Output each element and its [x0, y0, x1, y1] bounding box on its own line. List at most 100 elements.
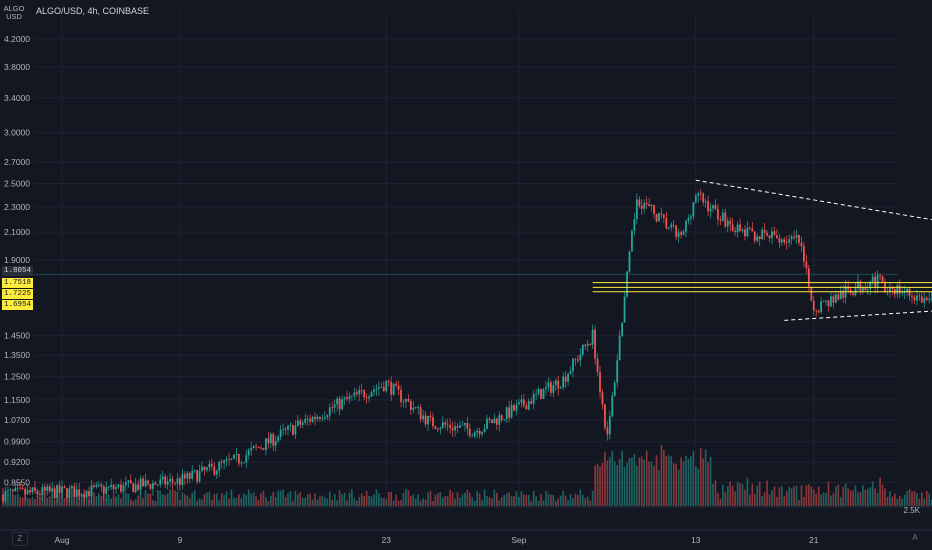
volume-bar [503, 494, 505, 506]
volume-bar [31, 496, 34, 506]
candle-body [112, 484, 115, 490]
volume-bar [820, 494, 822, 506]
volume-bar [56, 499, 58, 506]
volume-bar [34, 499, 36, 506]
y-tick-label: 1.9000 [4, 255, 30, 265]
candle-body [41, 487, 44, 496]
volume-bar [316, 499, 319, 506]
volume-bar [795, 485, 798, 506]
volume-bar [903, 495, 906, 506]
candle-body [14, 487, 17, 492]
candle-body [422, 415, 425, 420]
auto-scale-toggle[interactable]: A [912, 533, 918, 542]
candle-body [277, 436, 280, 442]
candle-body [852, 293, 854, 296]
candle-body [721, 212, 724, 221]
candle-body [616, 360, 619, 383]
candle-body [382, 386, 385, 392]
volume-bar [341, 494, 343, 506]
volume-bar [601, 462, 604, 506]
candle-body [176, 478, 179, 484]
volume-bar [171, 489, 174, 506]
volume-bar [255, 496, 257, 506]
volume-bar [562, 490, 564, 506]
candle-body [451, 428, 454, 431]
volume-bar [265, 497, 267, 506]
x-tick-label: 13 [691, 535, 701, 545]
candle-body [228, 459, 230, 460]
x-axis-ticks[interactable]: Aug923Sep1321Oct1119Nov1523Dec13 [54, 535, 932, 545]
volume-bar [699, 448, 702, 506]
volume-bar [338, 490, 341, 506]
volume-bar [441, 497, 444, 506]
candle-body [839, 290, 842, 300]
volume-bars [2, 445, 932, 506]
volume-bar [925, 490, 928, 506]
volume-bar [793, 486, 795, 506]
y-axis-ticks[interactable]: 4.2000 3.8000 3.4000 3.0000 2.7000 2.5000 2.30… [4, 34, 30, 488]
candle-body [48, 486, 51, 492]
candle-body [7, 490, 9, 492]
symbol-title[interactable]: ALGO/USD, 4h, COINBASE [36, 6, 150, 16]
volume-bar [39, 498, 41, 506]
timezone-toggle[interactable]: Z [12, 532, 28, 546]
volume-bar [682, 461, 685, 506]
volume-bar [817, 486, 820, 506]
candle-body [830, 296, 832, 307]
candle-body [540, 389, 542, 400]
candle-body [56, 485, 58, 499]
volume-bar [763, 492, 766, 506]
candle-body [402, 401, 405, 403]
candle-body [707, 201, 710, 212]
volume-bar [110, 498, 112, 506]
candle-body [928, 298, 931, 301]
volume-bar [392, 500, 395, 506]
candle-body [626, 271, 628, 297]
volume-bar [410, 495, 412, 506]
candle-body [675, 225, 678, 237]
volume-bar [672, 463, 675, 506]
volume-bar [862, 485, 864, 506]
candle-body [896, 285, 899, 295]
candle-body [316, 416, 319, 419]
candle-body [741, 229, 744, 231]
volume-bar [753, 493, 756, 506]
volume-bar [444, 496, 447, 506]
volume-bar [532, 490, 535, 506]
y-tick-label: 0.9900 [4, 437, 30, 447]
candle-body [793, 236, 795, 238]
volume-bar [196, 500, 198, 506]
volume-bar [530, 500, 533, 506]
candle-body [857, 281, 859, 289]
candle-body [46, 486, 49, 491]
candle-body [709, 208, 712, 212]
candle-body [151, 483, 154, 489]
candle-body [21, 487, 24, 489]
volume-bar [731, 486, 734, 506]
candle-body [2, 494, 4, 502]
candle-body [569, 370, 572, 374]
volume-bar [675, 464, 677, 506]
volume-bar [790, 488, 793, 506]
volume-bar [611, 450, 614, 506]
candle-body [783, 239, 786, 243]
y-tick-label: 1.4500 [4, 330, 30, 340]
volume-bar [380, 497, 383, 506]
volume-bar [695, 466, 697, 506]
volume-bar [756, 485, 759, 506]
candle-body [805, 261, 808, 269]
candle-body [272, 433, 275, 446]
candle-body [142, 478, 144, 487]
candle-body [790, 236, 793, 240]
volume-bar [660, 445, 663, 506]
candle-body [191, 470, 194, 479]
y-tick-label: 2.1000 [4, 227, 30, 237]
volume-bar [527, 495, 530, 506]
candle-body [328, 407, 331, 416]
y-tick-label: 1.0700 [4, 415, 30, 425]
candle-body [687, 218, 690, 221]
candle-body [90, 485, 93, 497]
candle-body [405, 399, 407, 402]
candle-body [520, 399, 523, 403]
